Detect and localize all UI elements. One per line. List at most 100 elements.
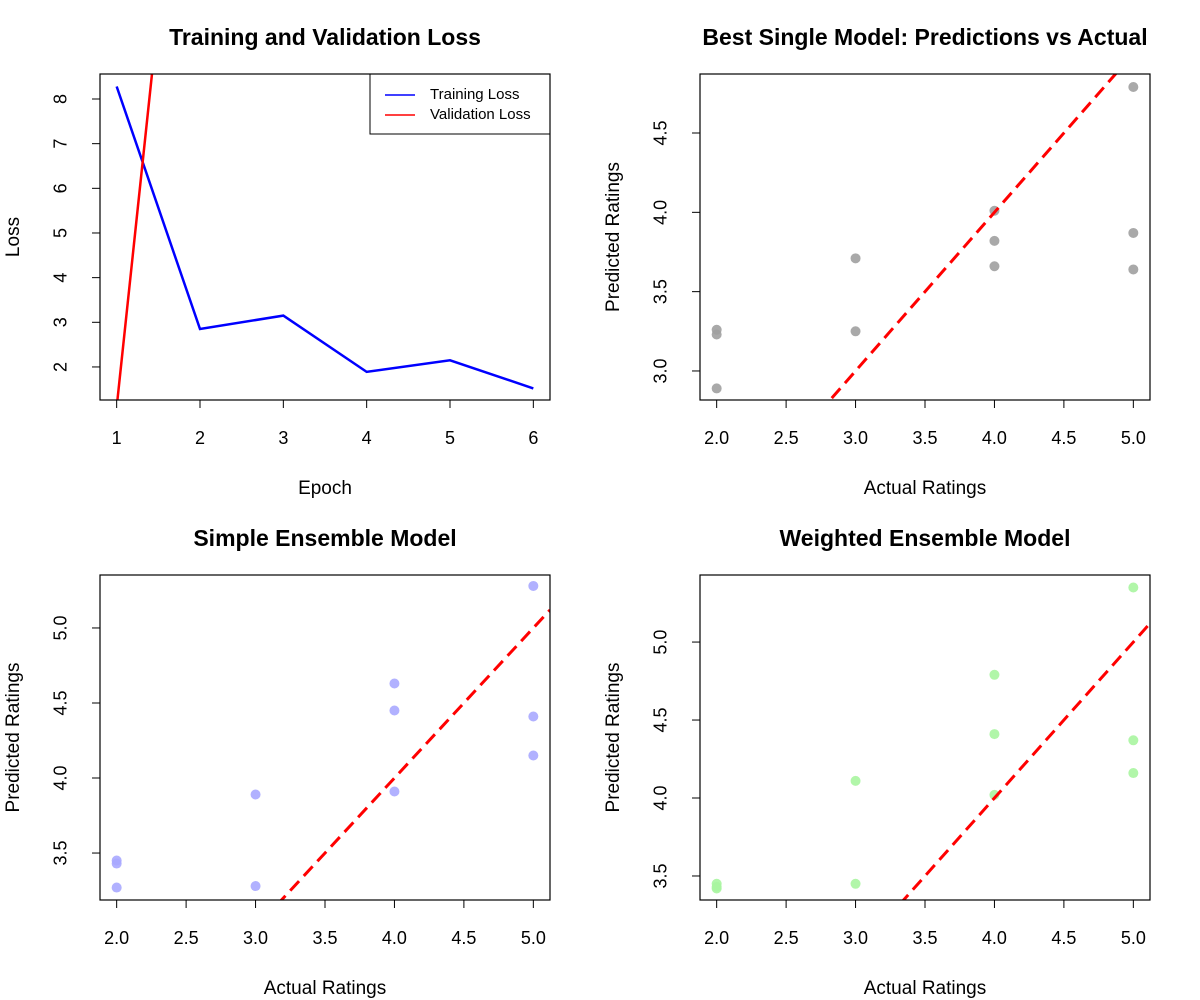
- point: [111, 882, 122, 893]
- panel-title: Training and Validation Loss: [169, 24, 481, 50]
- y-tick-label: 3.5: [651, 279, 671, 304]
- point: [989, 729, 1000, 740]
- x-axis-label: Actual Ratings: [864, 478, 987, 499]
- y-tick-label: 4.0: [651, 785, 671, 810]
- x-tick-label: 3.5: [912, 428, 937, 448]
- y-tick-label: 5.0: [51, 615, 71, 640]
- x-tick-label: 4.5: [1051, 928, 1076, 948]
- panel-title: Weighted Ensemble Model: [780, 525, 1071, 551]
- y-axis-label: Predicted Ratings: [603, 663, 624, 813]
- point: [1128, 264, 1139, 275]
- point: [528, 750, 539, 761]
- point: [711, 329, 722, 340]
- point: [389, 705, 400, 716]
- plot-box: [699, 574, 1151, 901]
- plot-box: [99, 574, 551, 901]
- x-tick-label: 5.0: [1121, 928, 1146, 948]
- y-axis-label: Loss: [3, 217, 24, 257]
- x-tick-label: 3.0: [243, 928, 268, 948]
- plot-area: [711, 582, 1150, 900]
- point: [850, 253, 861, 264]
- y-tick-label: 2: [51, 362, 71, 372]
- x-tick-label: 3.0: [843, 928, 868, 948]
- point: [528, 711, 539, 722]
- point: [711, 883, 722, 894]
- plot-area: [711, 74, 1139, 400]
- reference-line: [828, 74, 1118, 400]
- y-axis-label: Predicted Ratings: [603, 162, 624, 312]
- x-tick-label: 2.5: [774, 428, 799, 448]
- x-tick-label: 4.0: [382, 928, 407, 948]
- x-tick-label: 4.5: [451, 928, 476, 948]
- x-axis-label: Epoch: [298, 478, 352, 499]
- reference-line: [901, 622, 1150, 900]
- point: [1128, 227, 1139, 238]
- y-tick-label: 7: [51, 139, 71, 149]
- y-tick-label: 6: [51, 183, 71, 193]
- legend-label: Validation Loss: [430, 106, 531, 123]
- point: [850, 775, 861, 786]
- x-tick-label: 3.5: [912, 928, 937, 948]
- point: [111, 858, 122, 869]
- plot-area: [115, 74, 534, 400]
- y-tick-label: 8: [51, 94, 71, 104]
- x-tick-label: 2.0: [704, 928, 729, 948]
- plot-box: [99, 73, 551, 401]
- y-tick-label: 3.0: [651, 358, 671, 383]
- x-tick-label: 6: [528, 428, 538, 448]
- y-tick-label: 4: [51, 273, 71, 283]
- y-tick-label: 4.5: [651, 120, 671, 145]
- point: [389, 678, 400, 689]
- point: [528, 580, 539, 591]
- x-tick-label: 4.0: [982, 428, 1007, 448]
- x-tick-label: 2.0: [704, 428, 729, 448]
- y-tick-label: 4.5: [651, 708, 671, 733]
- x-tick-label: 5.0: [1121, 428, 1146, 448]
- panel: Best Single Model: Predictions vs Actual…: [603, 24, 1151, 499]
- panel-title: Simple Ensemble Model: [193, 525, 456, 551]
- panel-title: Best Single Model: Predictions vs Actual: [702, 24, 1147, 50]
- x-tick-label: 4.5: [1051, 428, 1076, 448]
- point: [711, 383, 722, 394]
- x-tick-label: 3.0: [843, 428, 868, 448]
- legend: Training Loss Validation Loss: [369, 73, 551, 135]
- point: [1128, 82, 1139, 93]
- panel: Training and Validation Loss Epoch Loss 1 2 3…: [3, 24, 551, 499]
- reference-line: [279, 608, 550, 900]
- point: [989, 261, 1000, 272]
- point: [989, 669, 1000, 680]
- x-tick-label: 4.0: [982, 928, 1007, 948]
- x-tick-label: 1: [112, 428, 122, 448]
- plot-area: [111, 580, 550, 900]
- y-tick-label: 3: [51, 317, 71, 327]
- panel: Simple Ensemble Model Actual Ratings Predi…: [3, 525, 551, 999]
- y-tick-label: 3.5: [51, 841, 71, 866]
- panel: Weighted Ensemble Model Actual Ratings Pre…: [603, 525, 1151, 999]
- point: [989, 235, 1000, 246]
- legend-label: Training Loss: [430, 86, 520, 103]
- x-tick-label: 5.0: [521, 928, 546, 948]
- x-tick-label: 4: [362, 428, 372, 448]
- x-tick-label: 2: [195, 428, 205, 448]
- x-tick-label: 2.5: [174, 928, 199, 948]
- y-axis-label: Predicted Ratings: [3, 663, 24, 813]
- point: [1128, 582, 1139, 593]
- point: [850, 878, 861, 889]
- plot-box: [699, 73, 1151, 401]
- x-tick-label: 2.0: [104, 928, 129, 948]
- y-tick-label: 3.5: [651, 863, 671, 888]
- series-line: [115, 86, 534, 390]
- point: [850, 326, 861, 337]
- y-tick-label: 5: [51, 228, 71, 238]
- y-tick-label: 4.0: [51, 765, 71, 790]
- point: [389, 786, 400, 797]
- x-axis-label: Actual Ratings: [864, 978, 987, 999]
- y-tick-label: 4.5: [51, 690, 71, 715]
- series-line: [116, 74, 154, 400]
- y-tick-label: 5.0: [651, 630, 671, 655]
- point: [1128, 768, 1139, 779]
- point: [250, 789, 261, 800]
- point: [1128, 735, 1139, 746]
- x-tick-label: 2.5: [774, 928, 799, 948]
